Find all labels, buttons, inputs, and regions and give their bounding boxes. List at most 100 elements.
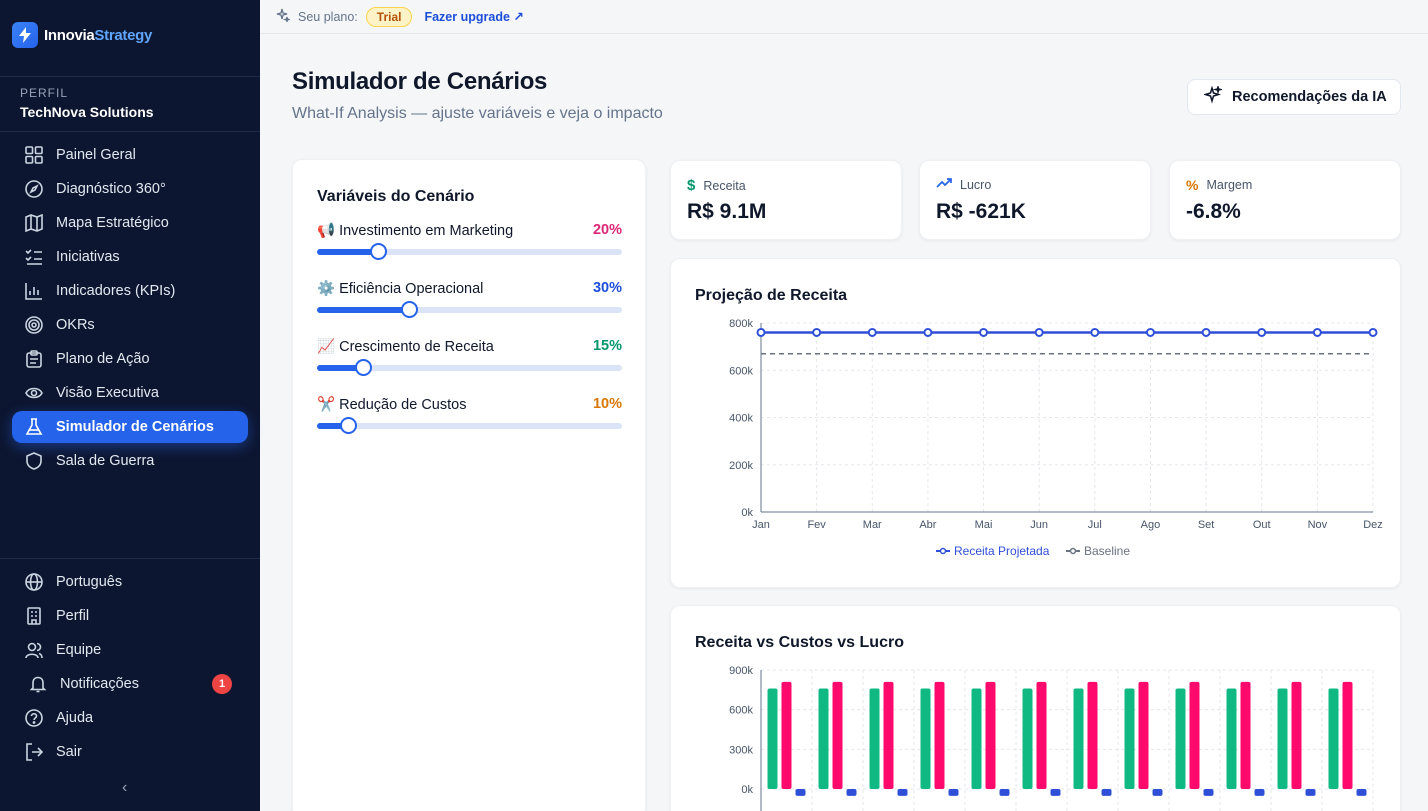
sidebar-item-equipe[interactable]: Equipe — [12, 634, 248, 666]
sidebar-item-diagnostico[interactable]: Diagnóstico 360° — [12, 173, 248, 205]
chart-title: Receita vs Custos vs Lucro — [695, 634, 904, 651]
sidebar-item-painel-geral[interactable]: Painel Geral — [12, 139, 248, 171]
bar-dez-0 — [1328, 688, 1339, 789]
upgrade-link[interactable]: Fazer upgrade ↗ — [424, 10, 524, 24]
legend-label: Baseline — [1084, 544, 1130, 558]
sidebar-item-label: Plano de Ação — [56, 351, 150, 367]
x-tick-label: Jun — [1030, 519, 1048, 531]
y-tick-label: 800k — [729, 318, 753, 330]
chart-title: Projeção de Receita — [695, 287, 848, 304]
variable-label: 📈 Crescimento de Receita — [317, 339, 494, 355]
bar-jan-1 — [781, 681, 792, 789]
bar-out-1 — [1240, 681, 1251, 789]
data-point — [867, 327, 877, 337]
sidebar-item-indicadores[interactable]: Indicadores (KPIs) — [12, 275, 248, 307]
legend-swatch-dot — [939, 547, 947, 555]
plan-label: Seu plano: — [298, 9, 358, 24]
kpi-receita: $ Receita R$ 9.1M — [670, 160, 902, 240]
variable-reducao-custos: ✂️ Redução de Custos 10% — [317, 396, 622, 434]
plan-badge: Trial — [365, 6, 413, 27]
slider-fill — [317, 249, 378, 255]
bar-fev-1 — [832, 681, 843, 789]
data-point — [1145, 327, 1155, 337]
sidebar-item-notificacoes[interactable]: Notificações 1 — [12, 668, 248, 700]
flask-icon — [24, 417, 44, 437]
sidebar-item-label: Português — [56, 574, 123, 590]
compass-icon — [24, 179, 44, 199]
sidebar-item-label: Sair — [56, 744, 82, 760]
y-tick-label: 0k — [741, 784, 753, 796]
bar-chart-icon — [24, 281, 44, 301]
kpi-label: Lucro — [960, 177, 992, 192]
sidebar-item-label: Perfil — [56, 608, 90, 624]
lightning-icon — [12, 22, 38, 48]
sidebar-item-label: Indicadores (KPIs) — [56, 283, 176, 299]
eficiencia-slider[interactable] — [317, 301, 622, 318]
ai-recommendations-button[interactable]: Recomendações da IA — [1187, 79, 1401, 115]
sidebar-item-sair[interactable]: Sair — [12, 736, 248, 768]
scenario-variables-card: Variáveis do Cenário 📢 Investimento em M… — [292, 159, 646, 811]
page-subtitle: What-If Analysis — ajuste variáveis e ve… — [292, 105, 663, 122]
slider-thumb[interactable] — [354, 359, 372, 376]
data-point — [923, 327, 933, 337]
sidebar-item-plano[interactable]: Plano de Ação — [12, 343, 248, 375]
variable-value: 15% — [592, 338, 622, 354]
sidebar-item-ajuda[interactable]: Ajuda — [12, 702, 248, 734]
y-tick-label: 600k — [729, 365, 753, 377]
eye-icon — [24, 383, 44, 403]
sidebar-item-sala-guerra[interactable]: Sala de Guerra — [12, 445, 248, 477]
slider-thumb[interactable] — [339, 417, 357, 434]
revenue-projection-card: Projeção de Receita 0k 200k 400k 600k 800k Ja… — [670, 258, 1401, 588]
help-icon — [24, 708, 44, 728]
bar-dez-1 — [1342, 681, 1353, 789]
language-selector[interactable]: Português — [12, 566, 248, 598]
slider-fill — [317, 307, 409, 313]
legend-swatch-dot — [1069, 547, 1077, 555]
data-point — [979, 327, 989, 337]
crescimento-slider[interactable] — [317, 359, 622, 376]
sidebar: InnoviaStrategy PERFIL TechNova Solution… — [0, 0, 260, 811]
slider-thumb[interactable] — [370, 243, 387, 260]
bar-out-2 — [1254, 789, 1265, 796]
variable-label: ⚙️ Eficiência Operacional — [317, 281, 484, 297]
bar-abr-1 — [934, 681, 945, 789]
bar-ago-0 — [1124, 688, 1135, 789]
slider-thumb[interactable] — [400, 301, 418, 318]
bar-mar-1 — [883, 681, 894, 789]
sidebar-item-label: Ajuda — [56, 710, 94, 726]
sidebar-item-simulador[interactable]: Simulador de Cenários — [12, 411, 248, 443]
collapse-sidebar-chevron-icon[interactable]: ‹ — [122, 779, 128, 796]
sidebar-item-visao[interactable]: Visão Executiva — [12, 377, 248, 409]
bell-icon — [28, 674, 48, 694]
brand-logo[interactable]: InnoviaStrategy — [12, 22, 152, 48]
bar-set-0 — [1175, 688, 1186, 789]
trending-up-icon — [936, 177, 952, 192]
sidebar-item-perfil[interactable]: Perfil — [12, 600, 248, 632]
bar-nov-0 — [1277, 688, 1288, 789]
data-point — [1090, 327, 1100, 337]
sparkle-icon — [276, 8, 292, 25]
variable-marketing: 📢 Investimento em Marketing 20% — [317, 222, 622, 260]
bar-set-1 — [1189, 681, 1200, 789]
bar-mai-0 — [971, 688, 982, 789]
slider-fill — [317, 423, 348, 429]
percent-icon: % — [1186, 177, 1199, 193]
variable-eficiencia: ⚙️ Eficiência Operacional 30% — [317, 280, 622, 318]
reducao-custos-slider[interactable] — [317, 417, 622, 434]
x-tick-label: Mar — [863, 519, 882, 531]
sidebar-item-mapa[interactable]: Mapa Estratégico — [12, 207, 248, 239]
card-title: Variáveis do Cenário — [317, 188, 475, 205]
shield-icon — [24, 451, 44, 471]
data-point — [756, 327, 766, 337]
kpi-value: R$ 9.1M — [687, 200, 767, 223]
sidebar-item-label: Equipe — [56, 642, 102, 658]
bar-fev-2 — [846, 789, 857, 796]
building-icon — [24, 606, 44, 626]
sidebar-item-okrs[interactable]: OKRs — [12, 309, 248, 341]
x-tick-label: Abr — [919, 519, 936, 531]
logout-icon — [24, 742, 44, 762]
bar-jan-2 — [795, 789, 806, 796]
marketing-slider[interactable] — [317, 243, 622, 260]
sidebar-item-iniciativas[interactable]: Iniciativas — [12, 241, 248, 273]
sidebar-item-label: Painel Geral — [56, 147, 136, 163]
